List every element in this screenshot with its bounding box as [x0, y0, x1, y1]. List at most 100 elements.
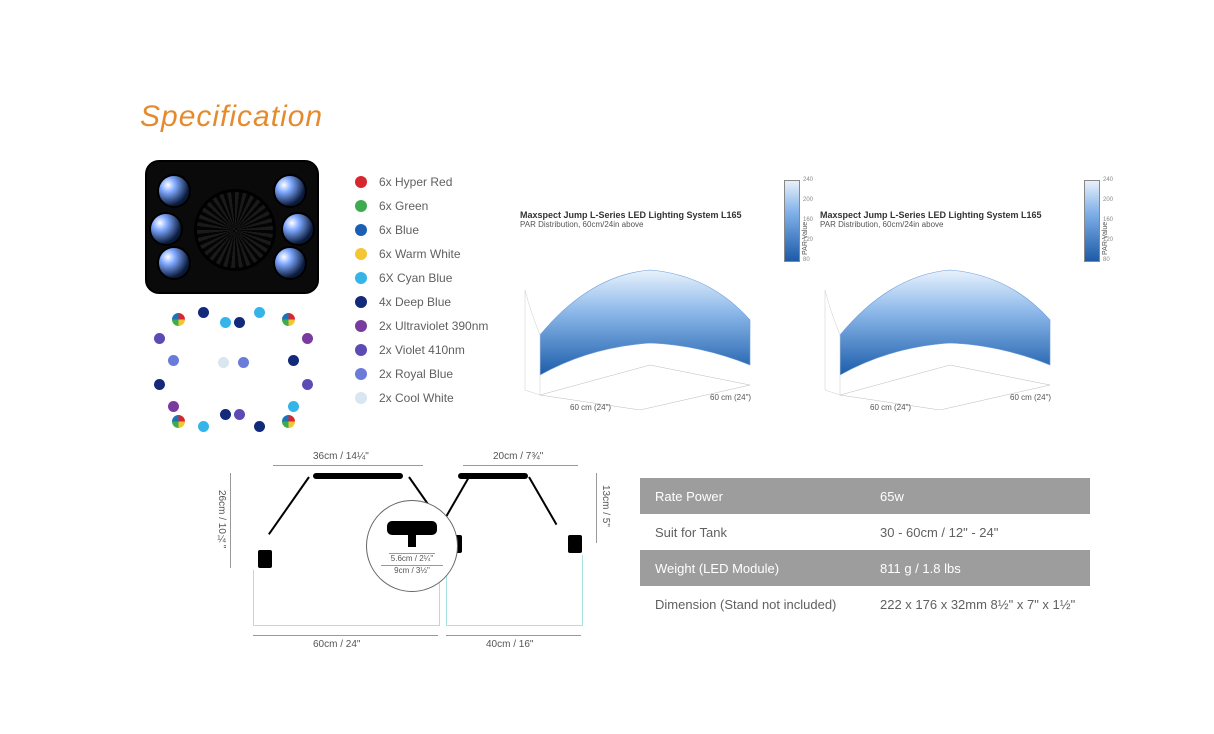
led-legend-item: 6x Blue — [355, 218, 488, 242]
clamp-icon — [568, 535, 582, 553]
led-dot — [168, 401, 179, 412]
dim-inset-top: 5.6cm / 2¼" — [389, 554, 435, 563]
colorbar-tick: 240 — [1103, 177, 1113, 183]
par-surface — [810, 235, 1070, 410]
chart-axis-y: 60 cm (24") — [710, 393, 751, 402]
specification-page: Specification 6x Hyper Red 6x Green 6x Blu… — [0, 0, 1214, 734]
led-legend-label: 6x Green — [379, 199, 428, 213]
dimension-inset: 5.6cm / 2¼" 9cm / 3½" — [366, 500, 458, 592]
led-cluster — [157, 174, 191, 208]
led-dot — [220, 409, 231, 420]
led-legend-item: 2x Royal Blue — [355, 362, 488, 386]
led-dot — [302, 333, 313, 344]
dim-side-right: 13cm / 5" — [600, 485, 611, 527]
color-swatch — [355, 248, 367, 260]
led-cluster — [281, 212, 315, 246]
led-legend-label: 6X Cyan Blue — [379, 271, 452, 285]
led-dot — [154, 379, 165, 390]
page-title: Specification — [140, 100, 323, 134]
color-swatch — [355, 296, 367, 308]
spec-value: 65w — [865, 489, 1090, 504]
led-legend-label: 6x Hyper Red — [379, 175, 452, 189]
led-dot — [254, 421, 265, 432]
par-surface — [510, 235, 770, 410]
product-photo — [145, 160, 319, 294]
led-legend-item: 6X Cyan Blue — [355, 266, 488, 290]
spec-label: Rate Power — [640, 489, 865, 504]
colorbar-tick: 200 — [1103, 197, 1113, 203]
led-legend-item: 6x Warm White — [355, 242, 488, 266]
par-chart-1: Maxspect Jump L-Series LED Lighting Syst… — [510, 175, 810, 415]
color-swatch — [355, 392, 367, 404]
color-swatch — [355, 176, 367, 188]
table-row: Suit for Tank30 - 60cm / 12" - 24" — [640, 514, 1090, 550]
chart-axis-y: 60 cm (24") — [1010, 393, 1051, 402]
led-dot — [288, 355, 299, 366]
par-chart-2: Maxspect Jump L-Series LED Lighting Syst… — [810, 175, 1110, 415]
chart-subtitle: PAR Distribution, 60cm/24in above — [520, 220, 742, 229]
lamp-icon — [387, 521, 437, 535]
chart-subtitle: PAR Distribution, 60cm/24in above — [820, 220, 1042, 229]
led-cluster — [273, 246, 307, 280]
led-legend-item: 2x Violet 410nm — [355, 338, 488, 362]
led-multicolor-dot — [282, 313, 295, 326]
dim-bottom-right: 40cm / 16" — [486, 639, 533, 650]
table-row: Weight (LED Module)811 g / 1.8 lbs — [640, 550, 1090, 586]
dim-top-right: 20cm / 7¾" — [493, 451, 543, 462]
clamp-icon — [258, 550, 272, 568]
par-colorbar: 80120160200240 — [1084, 180, 1100, 262]
led-dot — [234, 409, 245, 420]
chart-axis-x: 60 cm (24") — [570, 403, 611, 412]
led-legend-label: 6x Warm White — [379, 247, 461, 261]
spec-label: Dimension (Stand not included) — [640, 597, 865, 612]
spec-value: 222 x 176 x 32mm 8½" x 7" x 1½" — [865, 597, 1090, 612]
mount-knob-icon — [408, 535, 416, 547]
led-dot — [254, 307, 265, 318]
led-legend: 6x Hyper Red 6x Green 6x Blue 6x Warm White… — [355, 170, 488, 410]
led-legend-label: 6x Blue — [379, 223, 419, 237]
color-swatch — [355, 200, 367, 212]
led-cluster — [157, 246, 191, 280]
color-swatch — [355, 320, 367, 332]
dim-inset-bottom: 9cm / 3½" — [381, 566, 443, 575]
color-swatch — [355, 272, 367, 284]
chart-title: Maxspect Jump L-Series LED Lighting Syst… — [820, 210, 1042, 220]
led-legend-label: 2x Royal Blue — [379, 367, 453, 381]
led-dot — [168, 355, 179, 366]
spec-label: Weight (LED Module) — [640, 561, 865, 576]
tank-outline — [446, 555, 583, 626]
table-row: Rate Power65w — [640, 478, 1090, 514]
par-axis-label: PAR Value — [802, 222, 809, 255]
led-legend-label: 2x Ultraviolet 390nm — [379, 319, 488, 333]
lamp-icon — [313, 473, 403, 479]
led-cluster — [149, 212, 183, 246]
spec-value: 30 - 60cm / 12" - 24" — [865, 525, 1090, 540]
table-row: Dimension (Stand not included)222 x 176 … — [640, 586, 1090, 622]
led-dot — [218, 357, 229, 368]
led-dot — [154, 333, 165, 344]
led-multicolor-dot — [172, 415, 185, 428]
par-axis-label: PAR Value — [1102, 222, 1109, 255]
led-legend-item: 4x Deep Blue — [355, 290, 488, 314]
led-cluster — [273, 174, 307, 208]
led-dot — [238, 357, 249, 368]
led-dot — [234, 317, 245, 328]
spec-table: Rate Power65wSuit for Tank30 - 60cm / 12… — [640, 478, 1090, 622]
led-legend-item: 6x Hyper Red — [355, 170, 488, 194]
spec-label: Suit for Tank — [640, 525, 865, 540]
led-legend-label: 2x Cool White — [379, 391, 454, 405]
led-legend-label: 4x Deep Blue — [379, 295, 451, 309]
fan-icon — [194, 189, 276, 271]
chart-axis-x: 60 cm (24") — [870, 403, 911, 412]
color-swatch — [355, 368, 367, 380]
led-dot — [198, 421, 209, 432]
led-legend-item: 2x Cool White — [355, 386, 488, 410]
led-multicolor-dot — [172, 313, 185, 326]
led-dot — [220, 317, 231, 328]
led-legend-item: 2x Ultraviolet 390nm — [355, 314, 488, 338]
colorbar-tick: 80 — [803, 257, 810, 263]
led-legend-label: 2x Violet 410nm — [379, 343, 465, 357]
chart-title: Maxspect Jump L-Series LED Lighting Syst… — [520, 210, 742, 220]
dimension-diagram: 36cm / 14¼" 20cm / 7¾" 26cm / 10¼" 13cm … — [218, 455, 618, 655]
dim-top-left: 36cm / 14¼" — [313, 451, 369, 462]
